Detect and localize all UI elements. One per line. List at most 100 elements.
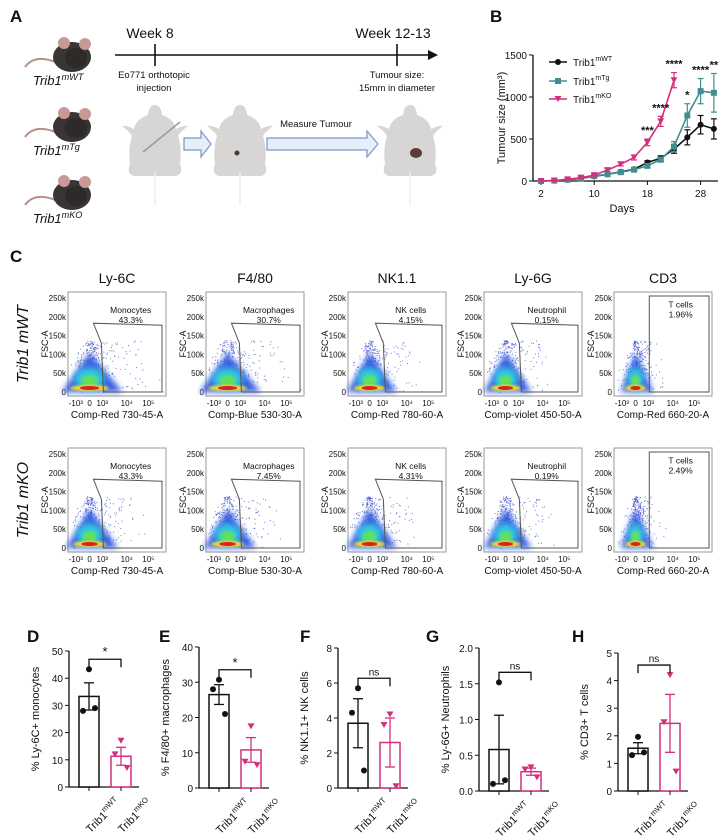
x-tick-label: Trib1mKO [663, 799, 703, 839]
event-dot [500, 351, 502, 353]
event-dot [231, 341, 233, 343]
event-dot [510, 499, 512, 501]
event-dot [81, 506, 83, 508]
injection-note-line1: Eo771 orthotopic [118, 70, 190, 81]
event-dot [98, 514, 100, 516]
event-dot [393, 385, 395, 387]
event-dot [639, 350, 641, 352]
event-dot [375, 498, 377, 500]
event-dot [357, 514, 359, 516]
event-dot [536, 505, 538, 507]
event-dot [642, 359, 644, 361]
event-dot [643, 367, 645, 369]
mouse-silhouette-icon [377, 105, 443, 205]
y-tick-label: 200k [49, 469, 67, 478]
event-dot [115, 367, 117, 369]
event-dot [514, 344, 516, 346]
event-dot [655, 537, 657, 539]
event-dot [237, 514, 239, 516]
event-dot [141, 363, 143, 365]
event-dot [535, 533, 537, 535]
event-dot [636, 349, 638, 351]
y-tick-label: 2 [606, 732, 612, 743]
event-dot [509, 356, 511, 358]
significance-label: ns [369, 667, 380, 678]
event-dot [123, 533, 125, 535]
event-dot [98, 358, 100, 360]
event-dot [91, 499, 93, 501]
data-point [644, 162, 651, 169]
event-dot [399, 505, 401, 507]
event-dot [273, 521, 275, 523]
event-dot [489, 369, 491, 371]
event-dot [644, 506, 646, 508]
data-point [631, 166, 638, 173]
syringe-icon [142, 121, 181, 153]
event-dot [254, 341, 256, 343]
event-dot [110, 524, 112, 526]
event-dot [126, 386, 128, 388]
event-dot [107, 367, 109, 369]
event-dot [135, 378, 137, 380]
event-dot [528, 345, 530, 347]
event-dot [219, 511, 221, 513]
event-dot [138, 533, 140, 535]
event-dot [99, 519, 101, 521]
event-dot [511, 343, 513, 345]
event-dot [362, 504, 364, 506]
y-tick-label: 50k [53, 525, 67, 534]
event-dot [390, 512, 392, 514]
event-dot [535, 523, 537, 525]
event-dot [109, 507, 111, 509]
event-dot [212, 526, 214, 528]
x-tick-label: 10⁴ [667, 399, 680, 408]
event-dot [548, 516, 550, 518]
y-tick-label: 150k [595, 488, 613, 497]
mouse-ear [58, 37, 70, 49]
event-dot [269, 506, 271, 508]
event-dot [639, 502, 641, 504]
event-dot [652, 542, 654, 544]
x-axis-label: Comp-Red 780-60-A [351, 410, 444, 421]
gate [648, 451, 710, 549]
event-dot [632, 511, 634, 513]
event-dot [642, 352, 644, 354]
event-dot [363, 512, 365, 514]
panel-label-h: H [572, 627, 584, 646]
event-dot [541, 389, 543, 391]
event-dot [507, 354, 509, 356]
event-dot [366, 354, 368, 356]
event-dot [637, 342, 639, 344]
event-dot [659, 525, 661, 527]
event-dot [114, 343, 116, 345]
event-dot [366, 345, 368, 347]
y-tick-label: 0 [200, 388, 205, 397]
event-dot [106, 342, 108, 344]
event-dot [505, 344, 507, 346]
event-dot [246, 370, 248, 372]
event-dot [85, 509, 87, 511]
event-dot [644, 351, 646, 353]
x-tick-label: 10³ [97, 399, 109, 408]
mouse-head [65, 118, 87, 138]
event-dot [503, 501, 505, 503]
event-dot [497, 356, 499, 358]
event-dot [95, 349, 97, 351]
event-dot [85, 512, 87, 514]
event-dot [374, 513, 376, 515]
event-dot [632, 504, 634, 506]
event-dot [211, 527, 213, 529]
tumour-small [234, 150, 240, 156]
y-tick-label: 100k [595, 350, 613, 359]
event-dot [221, 503, 223, 505]
event-dot [262, 346, 264, 348]
event-dot [83, 360, 85, 362]
density-red [79, 386, 100, 390]
event-dot [224, 342, 226, 344]
event-dot [504, 499, 506, 501]
y-axis-label: % F4/80+ macrophages [160, 658, 172, 776]
event-dot [79, 363, 81, 365]
event-dot [257, 377, 259, 379]
event-dot [531, 342, 533, 344]
event-dot [634, 343, 636, 345]
